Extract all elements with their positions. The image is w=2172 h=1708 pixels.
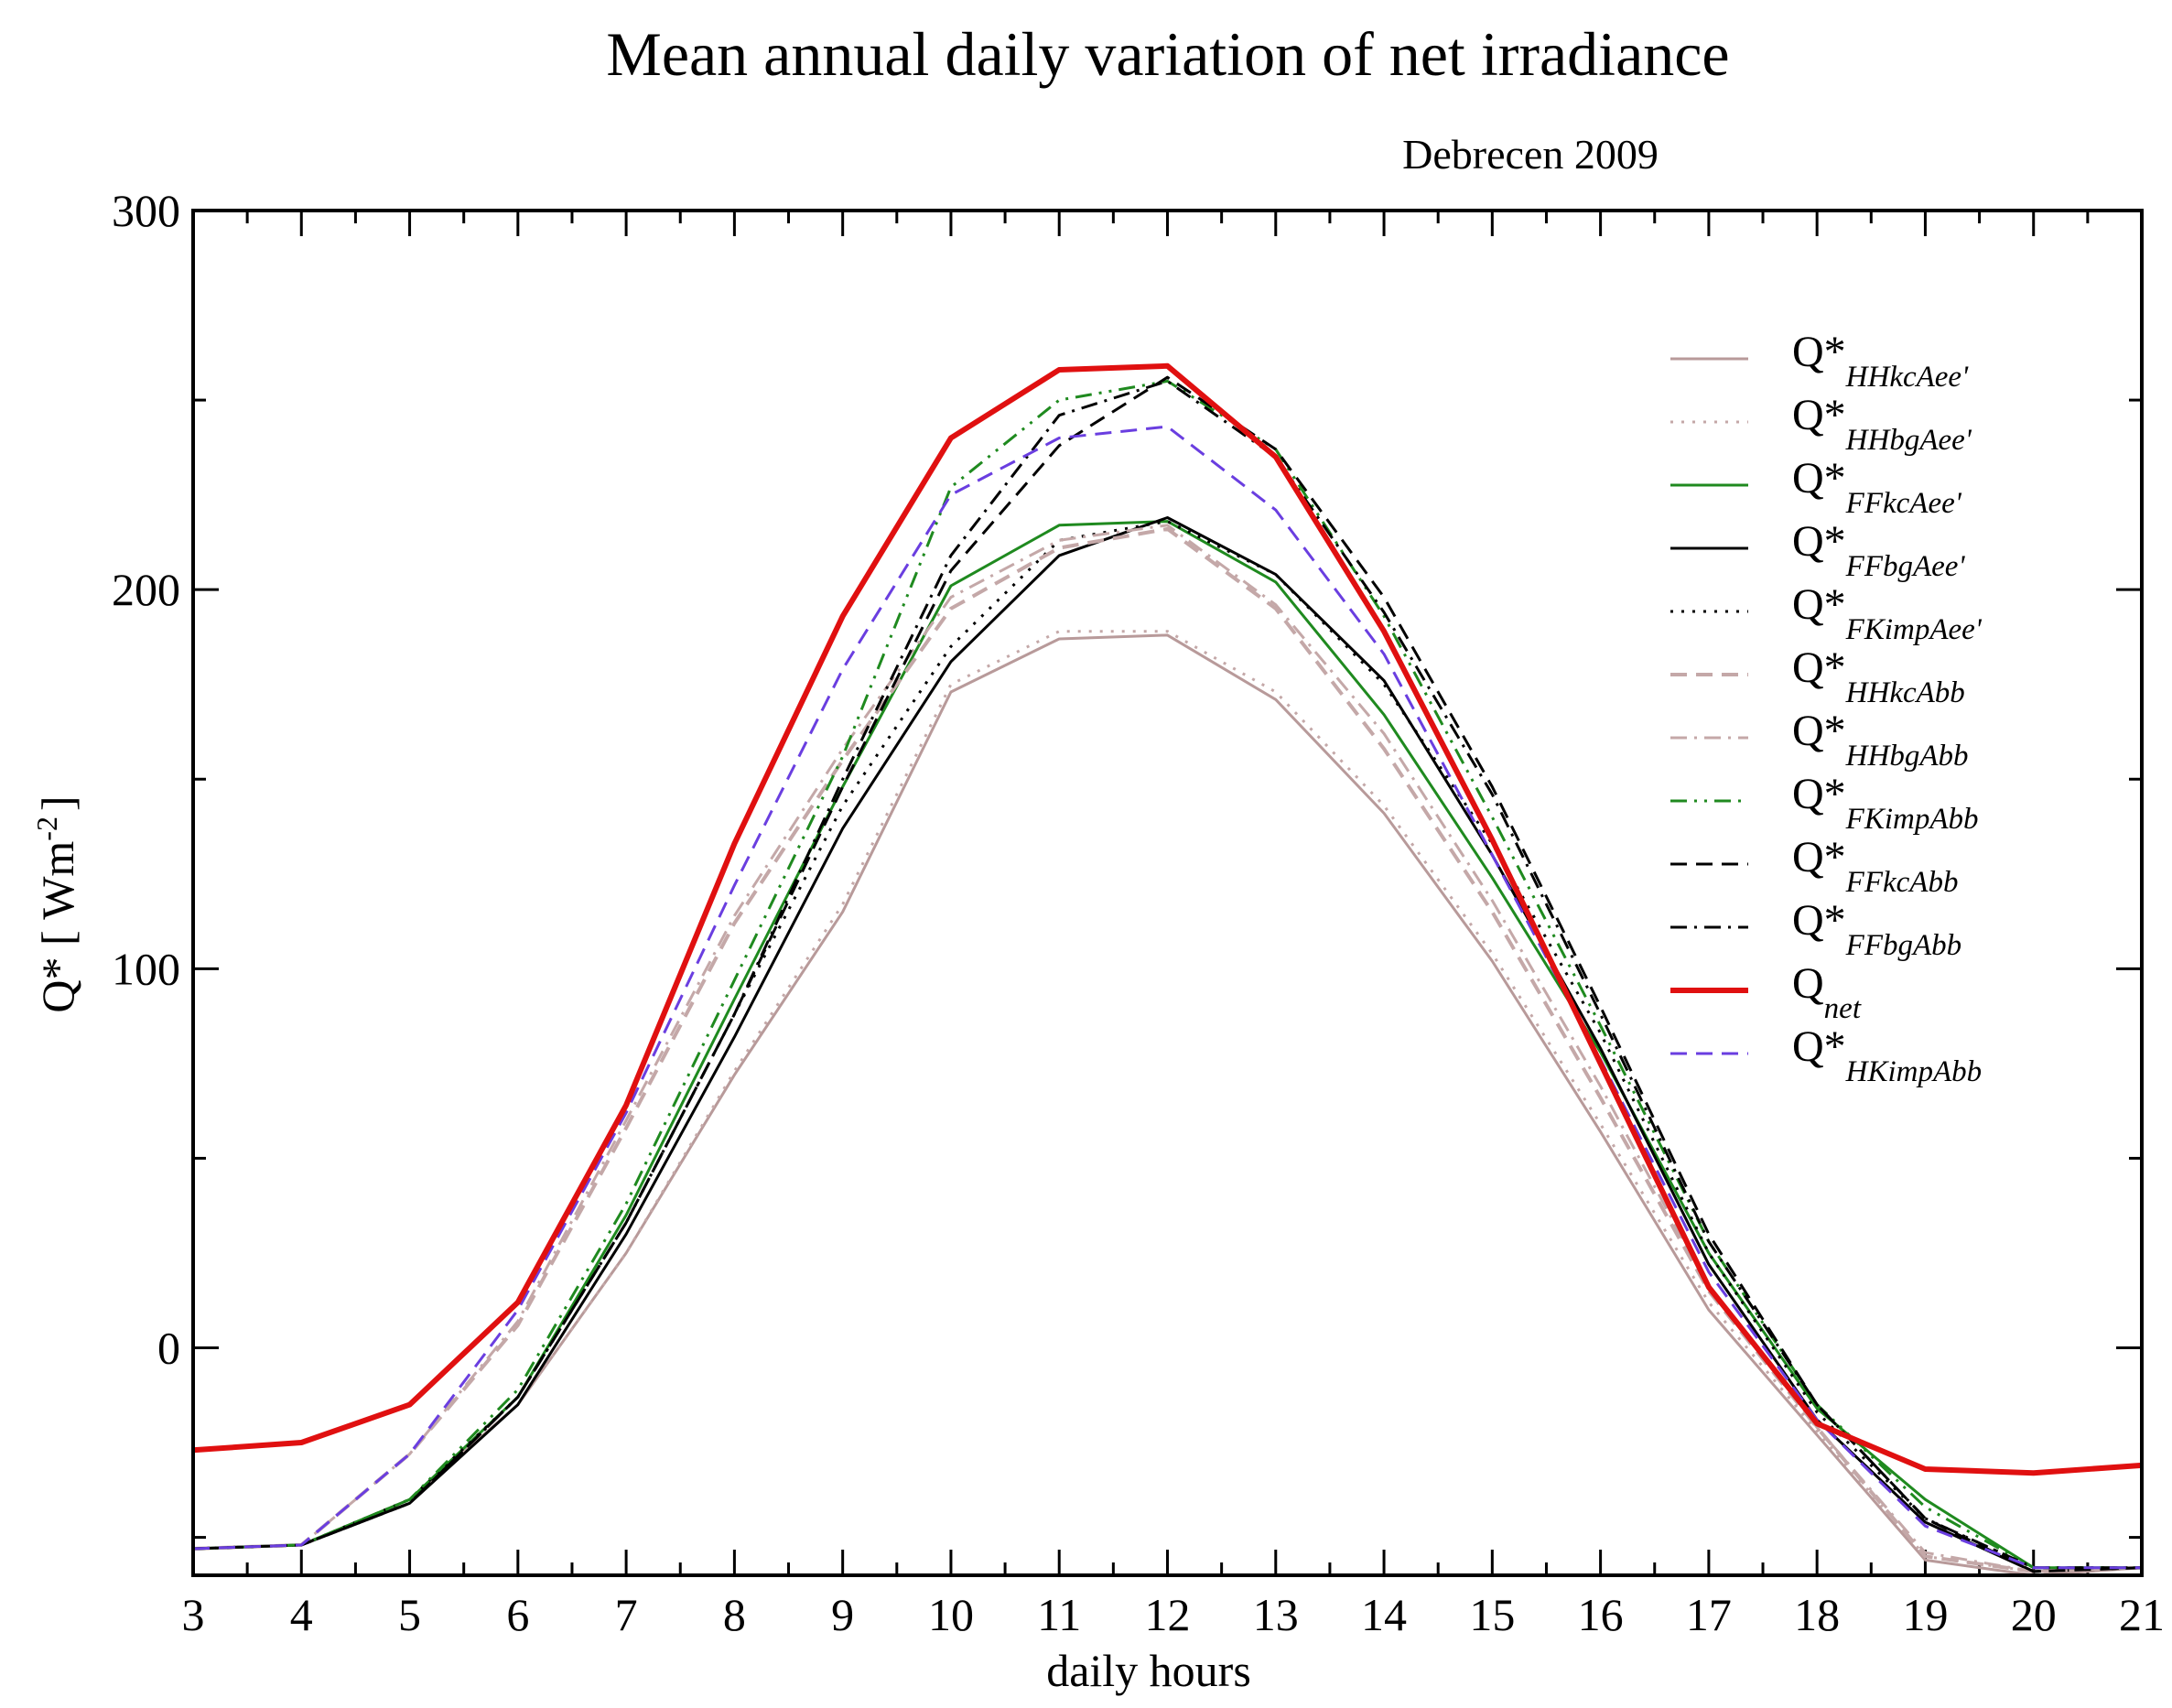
series-layer: [192, 362, 2143, 1577]
legend-entry-subscript: HKimpAbb: [1845, 1055, 1983, 1088]
legend-entry-label: Q*FFkcAbb: [1792, 833, 1958, 899]
series-line-FFkcAbb: [192, 375, 2143, 1573]
x-tick-label: 18: [1794, 1589, 1840, 1640]
legend-entry-subscript: HHkcAbb: [1845, 676, 1965, 709]
series-line-HHkcAbb: [192, 526, 2143, 1573]
legend-entry-name: Q*: [1792, 770, 1846, 818]
legend-entry-label: Q*FFkcAee': [1792, 454, 1962, 520]
y-tick-label: 200: [112, 564, 180, 615]
legend-entry-label: Q*HHkcAee': [1792, 328, 1969, 394]
x-tick-label: 14: [1361, 1589, 1407, 1640]
x-tick-label: 15: [1469, 1589, 1515, 1640]
legend-entry-name: Q*: [1792, 580, 1846, 629]
x-tick-label: 19: [1902, 1589, 1948, 1640]
chart-subtitle: Debrecen 2009: [1402, 131, 1659, 178]
legend-entry-name: Q*: [1792, 1022, 1846, 1071]
x-tick-label: 21: [2119, 1589, 2165, 1640]
legend-entry-label: Q*FKimpAee': [1792, 580, 1983, 646]
legend-entry-label: Q*HHbgAee': [1792, 391, 1972, 457]
legend-entry-name: Q*: [1792, 454, 1846, 503]
y-axis-label-sup: -2: [30, 816, 63, 841]
y-axis-label-main: Q* [ Wm: [32, 841, 83, 1013]
y-tick-label: 0: [157, 1323, 180, 1374]
legend-entry-name: Q: [1792, 959, 1824, 1008]
x-axis-label: daily hours: [1046, 1645, 1251, 1696]
legend-entry-label: Q*HHkcAbb: [1792, 643, 1965, 709]
y-tick-labels: 0 100 200 300: [112, 185, 180, 1374]
series-line-HHbgAeep: [192, 630, 2143, 1573]
legend-entry-label: Q*FKimpAbb: [1792, 770, 1979, 836]
x-tick-label: 16: [1578, 1589, 1624, 1640]
legend-entry-label: Q*HHbgAbb: [1792, 707, 1969, 773]
x-tick-label: 7: [615, 1589, 638, 1640]
x-tick-label: 10: [928, 1589, 974, 1640]
x-tick-label: 3: [182, 1589, 205, 1640]
legend-entry-subscript: FFbgAbb: [1845, 929, 1961, 962]
y-axis-label-end: ]: [32, 795, 83, 811]
x-tick-labels: 3 4 5 6 7 8 9 10 11 12 13 14 15 16 17 18 19 20 21: [182, 1589, 2166, 1640]
series-line-FFbgAbb: [192, 379, 2142, 1570]
y-tick-label: 300: [112, 185, 180, 236]
y-tick-label: 100: [112, 943, 180, 994]
legend-entry-subscript: HHbgAee': [1845, 424, 1972, 457]
legend-entry-label: Q*FFbgAee': [1792, 517, 1965, 583]
x-tick-label: 12: [1145, 1589, 1191, 1640]
chart-title: Mean annual daily variation of net irrad…: [606, 19, 1729, 89]
x-tick-label: 17: [1686, 1589, 1732, 1640]
legend: Q*HHkcAee'Q*HHbgAee'Q*FFkcAee'Q*FFbgAee'…: [1670, 328, 1983, 1088]
legend-entry-subscript: FFbgAee': [1845, 550, 1966, 583]
legend-entry-subscript: HHkcAee': [1845, 361, 1969, 394]
x-tick-label: 13: [1253, 1589, 1299, 1640]
legend-entry-label: Q*FFbgAbb: [1792, 896, 1961, 962]
series-line-net: [192, 362, 2143, 1476]
x-tick-label: 11: [1037, 1589, 1081, 1640]
legend-entry-subscript: FKimpAee': [1845, 613, 1983, 646]
legend-entry-label: Qnet: [1792, 959, 1862, 1025]
x-tick-label: 6: [506, 1589, 529, 1640]
legend-entry-subscript: FKimpAbb: [1845, 803, 1979, 836]
legend-entry-subscript: FFkcAbb: [1845, 866, 1959, 899]
x-tick-label: 4: [290, 1589, 313, 1640]
x-tick-label: 8: [723, 1589, 746, 1640]
legend-entry-name: Q*: [1792, 517, 1846, 566]
legend-entry-name: Q*: [1792, 707, 1846, 755]
legend-entry-name: Q*: [1792, 643, 1846, 692]
legend-entry-subscript: FFkcAee': [1845, 487, 1962, 520]
series-line-HHbgAbb: [192, 524, 2143, 1573]
legend-entry-subscript: net: [1824, 992, 1862, 1025]
y-axis-label: Q* [ Wm-2]: [30, 795, 83, 1012]
legend-entry-subscript: HHbgAbb: [1845, 740, 1969, 773]
legend-entry-name: Q*: [1792, 328, 1846, 376]
legend-entry-label: Q*HKimpAbb: [1792, 1022, 1982, 1088]
x-tick-label: 5: [398, 1589, 421, 1640]
legend-entry-name: Q*: [1792, 896, 1846, 945]
legend-entry-name: Q*: [1792, 833, 1846, 881]
x-tick-label: 9: [831, 1589, 854, 1640]
axis-ticks: [191, 209, 2144, 1575]
legend-entry-name: Q*: [1792, 391, 1846, 439]
plot-frame: [191, 209, 2144, 1577]
x-tick-label: 20: [2011, 1589, 2057, 1640]
